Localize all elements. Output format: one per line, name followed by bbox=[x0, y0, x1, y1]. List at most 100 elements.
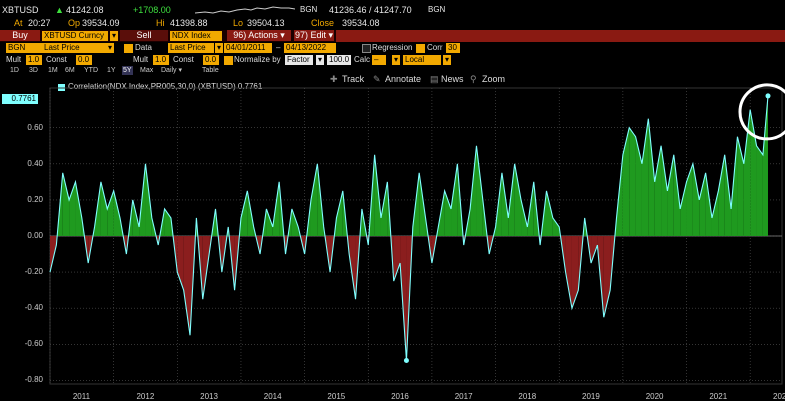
y-tick-label: -0.40 bbox=[24, 303, 43, 313]
security-1-field[interactable]: XBTUSD Curncy bbox=[42, 31, 108, 41]
positive-area bbox=[750, 109, 757, 236]
news-button[interactable]: News bbox=[441, 74, 464, 84]
min-point-marker bbox=[403, 358, 409, 364]
normalize-checkbox[interactable] bbox=[224, 56, 233, 65]
mult2-field[interactable]: 1.0 bbox=[153, 55, 169, 65]
period-tab-daily[interactable]: Daily ▾ bbox=[161, 67, 183, 74]
x-tick-label: 2013 bbox=[200, 392, 218, 401]
positive-area bbox=[699, 172, 706, 236]
normalize-value-field[interactable]: 100.0 bbox=[327, 55, 351, 65]
annotate-button[interactable]: Annotate bbox=[385, 74, 422, 84]
bid-ask: 41236.46 / 41247.70 bbox=[329, 5, 412, 15]
y-tick-label: -0.60 bbox=[24, 339, 43, 349]
positive-area bbox=[629, 127, 636, 236]
positive-area bbox=[654, 145, 662, 236]
legend-label: Correlation(NDX Index,PR005,30,0) (XBTUS… bbox=[68, 82, 263, 91]
open-value: 39534.09 bbox=[82, 18, 120, 28]
security-bar: Buy XBTUSD Curncy ▾ Sell NDX Index 96) A… bbox=[0, 30, 785, 42]
period-tab-5y[interactable]: 5Y bbox=[122, 66, 133, 75]
period-tab-3d[interactable]: 3D bbox=[29, 67, 38, 74]
regression-checkbox[interactable] bbox=[362, 44, 371, 53]
positive-area bbox=[546, 190, 553, 236]
normalize-mode-select[interactable]: Factor bbox=[285, 55, 313, 65]
period-tab-ytd[interactable]: YTD bbox=[84, 67, 98, 74]
negative-area bbox=[603, 236, 611, 318]
positive-area bbox=[419, 172, 426, 236]
corr-checkbox[interactable] bbox=[416, 44, 425, 53]
close-label: Close bbox=[311, 18, 335, 28]
period-tab-table[interactable]: Table bbox=[202, 67, 219, 74]
positive-area bbox=[686, 163, 693, 236]
field-1-dropdown-icon[interactable]: ▾ bbox=[106, 43, 114, 53]
x-tick-label: 2012 bbox=[136, 392, 155, 401]
at-label: At bbox=[14, 18, 23, 28]
sparkline-icon bbox=[195, 6, 295, 14]
end-date-field[interactable]: 04/13/2022 bbox=[284, 43, 336, 53]
negative-area bbox=[591, 236, 598, 264]
positive-area bbox=[762, 95, 768, 236]
data-field-dropdown-icon[interactable]: ▾ bbox=[215, 43, 223, 53]
data-checkbox[interactable] bbox=[124, 44, 133, 53]
zoom-icon: ⚲ bbox=[470, 74, 477, 84]
local-dropdown-icon[interactable]: ▾ bbox=[443, 55, 451, 65]
quote-line-1: XBTUSD ▲ 41242.08 +1708.00 BGN 41236.46 … bbox=[0, 5, 785, 16]
positive-area bbox=[648, 118, 655, 236]
open-label: Op bbox=[68, 18, 81, 28]
buy-button[interactable]: Buy bbox=[0, 30, 40, 41]
annotate-icon: ✎ bbox=[373, 74, 381, 84]
high-label: Hi bbox=[156, 18, 165, 28]
positive-area bbox=[291, 208, 299, 236]
calc-dropdown-icon[interactable]: ▾ bbox=[392, 55, 400, 65]
security-1-dropdown-icon[interactable]: ▾ bbox=[110, 31, 118, 41]
sell-button[interactable]: Sell bbox=[120, 30, 168, 41]
positive-area bbox=[641, 118, 649, 236]
positive-area bbox=[310, 163, 318, 236]
data-field-select[interactable]: Last Price bbox=[168, 43, 214, 53]
local-select[interactable]: Local bbox=[403, 55, 441, 65]
positive-area bbox=[667, 154, 674, 236]
track-button[interactable]: Track bbox=[342, 74, 365, 84]
price-change: +1708.00 bbox=[133, 5, 171, 15]
start-date-field[interactable]: 04/01/2011 bbox=[224, 43, 272, 53]
edit-menu[interactable]: 97) Edit ▾ bbox=[294, 30, 334, 41]
field-1-select[interactable]: Last Price bbox=[42, 43, 106, 53]
up-arrow-icon: ▲ bbox=[55, 5, 64, 15]
calc-field[interactable]: – bbox=[372, 55, 386, 65]
positive-area bbox=[380, 181, 388, 236]
const2-field[interactable]: 0.0 bbox=[203, 55, 219, 65]
mult-field[interactable]: 1.0 bbox=[26, 55, 42, 65]
period-tab-6m[interactable]: 6M bbox=[65, 67, 75, 74]
x-tick-label: 2020 bbox=[645, 392, 664, 401]
price-source: BGN bbox=[300, 5, 318, 14]
ticker-label[interactable]: XBTUSD bbox=[2, 5, 39, 15]
positive-area bbox=[240, 190, 248, 236]
positive-area bbox=[451, 163, 458, 236]
corr-period-field[interactable]: 30 bbox=[446, 43, 460, 53]
x-tick-label: 2014 bbox=[263, 392, 282, 401]
period-tab-max[interactable]: Max bbox=[140, 67, 154, 74]
positive-area bbox=[724, 154, 732, 236]
positive-area bbox=[711, 190, 719, 236]
positive-area bbox=[113, 190, 121, 236]
period-tab-1d[interactable]: 1D bbox=[10, 67, 19, 74]
y-tick-label: 0.00 bbox=[27, 231, 43, 240]
security-2-field[interactable]: NDX Index bbox=[170, 31, 222, 41]
period-tab-1m[interactable]: 1M bbox=[48, 67, 58, 74]
zoom-button[interactable]: Zoom bbox=[482, 74, 506, 84]
quote-line-2: At 20:27 Op 39534.09 Hi 41398.88 Lo 3950… bbox=[0, 18, 785, 29]
latest-point-marker bbox=[765, 93, 771, 99]
source-1-field[interactable]: BGN bbox=[6, 43, 42, 53]
const-field[interactable]: 0.0 bbox=[76, 55, 92, 65]
normalize-dropdown-icon[interactable]: ▾ bbox=[316, 55, 324, 65]
news-icon: ▤ bbox=[430, 74, 439, 84]
positive-area bbox=[336, 190, 343, 236]
actions-menu[interactable]: 96) Actions ▾ bbox=[227, 30, 291, 41]
mult2-label: Mult bbox=[133, 55, 149, 64]
x-tick-label: 2021 bbox=[709, 392, 728, 401]
bar-filler bbox=[336, 30, 785, 42]
positive-area bbox=[266, 208, 273, 236]
y-tick-label: 0.20 bbox=[27, 194, 43, 204]
period-tab-1y[interactable]: 1Y bbox=[107, 67, 116, 74]
positive-area bbox=[743, 109, 751, 236]
